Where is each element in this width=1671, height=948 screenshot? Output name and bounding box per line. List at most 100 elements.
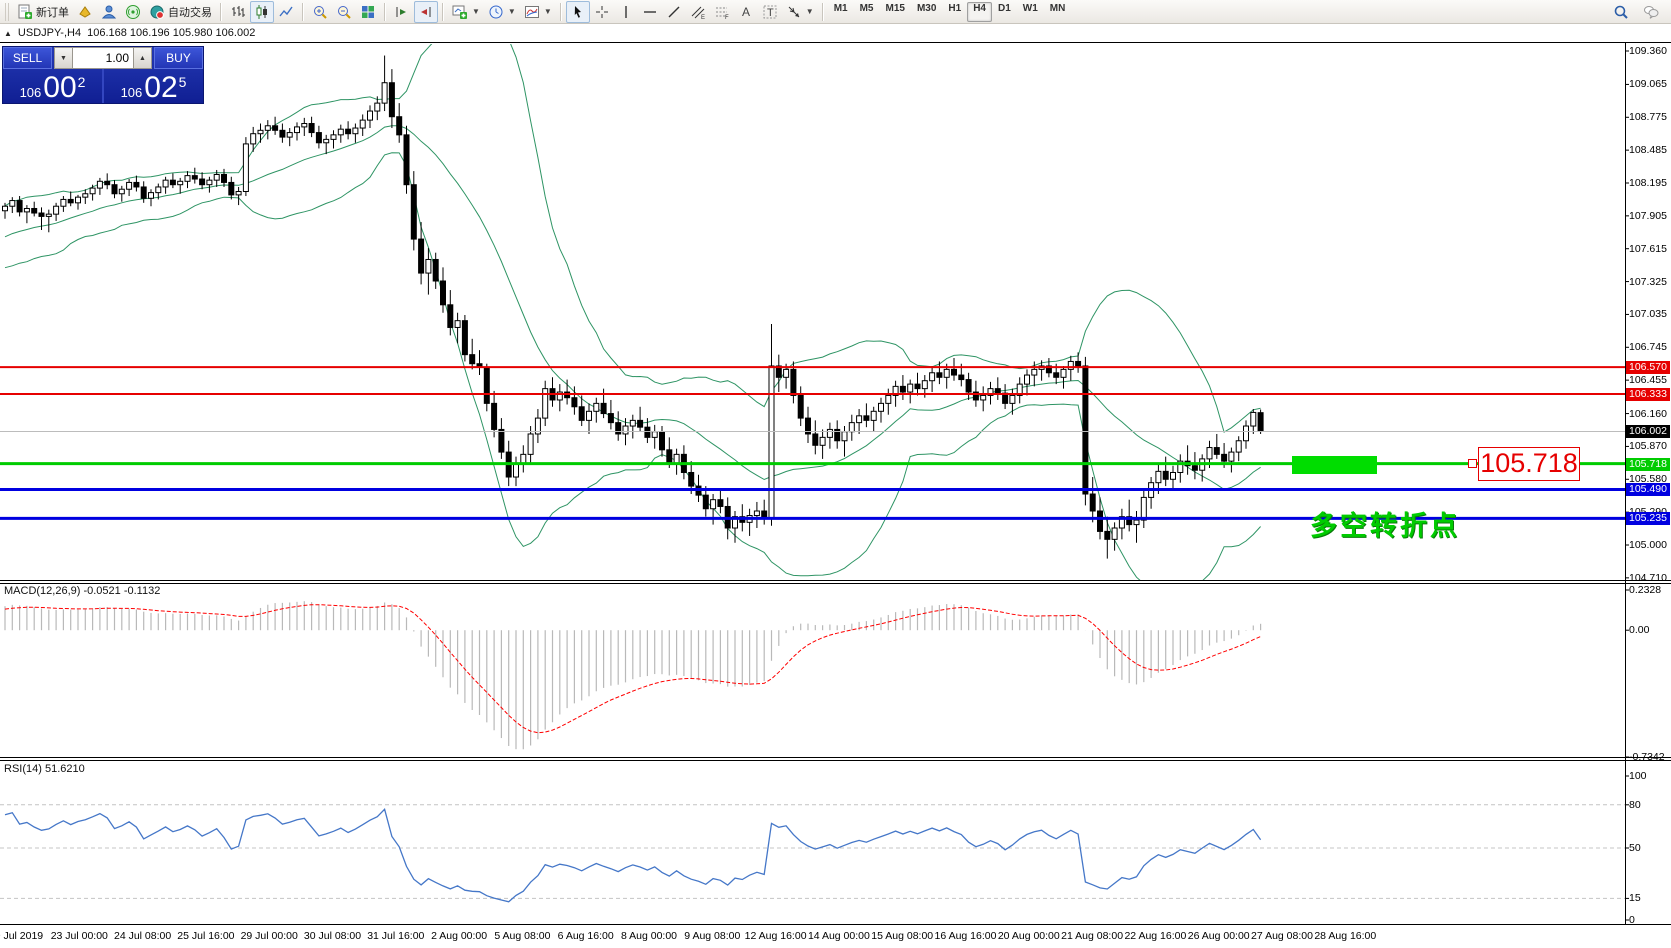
price-callout-105718[interactable]: 105.718 [1478, 447, 1580, 481]
price-axis-tick: 107.325 [1629, 275, 1667, 288]
buy-button[interactable]: BUY [154, 47, 203, 69]
volume-increase-button[interactable]: ▲ [133, 47, 152, 69]
collapse-icon[interactable]: ▲ [4, 28, 12, 38]
candle-body [534, 417, 541, 435]
price-axis-tick: -0.7342 [1629, 751, 1665, 763]
toolbar-grip[interactable] [5, 2, 10, 21]
candle-body [184, 175, 191, 182]
trendline-button[interactable] [662, 1, 686, 23]
line-chart-button[interactable] [274, 1, 298, 23]
periods-button[interactable]: ▼ [484, 1, 520, 23]
candle-body [659, 431, 665, 451]
vertical-line-button[interactable] [614, 1, 638, 23]
time-axis-label: 2 Aug 00:00 [431, 930, 488, 942]
fibonacci-button[interactable]: F [710, 1, 734, 23]
tile-windows-button[interactable] [356, 1, 380, 23]
chat-button[interactable] [1639, 1, 1663, 23]
community-icon [101, 4, 117, 20]
price-axis-tick: 106.455 [1629, 374, 1667, 387]
candle-body [294, 126, 300, 134]
crosshair-button[interactable] [590, 1, 614, 23]
candle-body [1177, 460, 1184, 473]
candle-body [191, 175, 198, 180]
time-axis-label: 26 Aug 00:00 [1187, 930, 1250, 942]
templates-button[interactable]: ▼ [520, 1, 556, 23]
candle-body [323, 138, 330, 144]
candle-body [513, 462, 519, 478]
timeframe-button-m5[interactable]: M5 [859, 2, 874, 14]
chevron-down-icon[interactable]: ▼ [805, 7, 814, 16]
timeframe-button-d1[interactable]: D1 [998, 2, 1011, 14]
chevron-down-icon[interactable]: ▼ [472, 7, 480, 16]
candlestick-chart-button[interactable] [250, 0, 274, 23]
zoom-in-button[interactable] [308, 1, 332, 23]
candle-body [315, 132, 322, 144]
candle-body [1053, 372, 1060, 378]
price-axis-tick: 0 [1629, 914, 1635, 926]
candle-body [812, 433, 819, 446]
auto-scroll-button[interactable] [390, 1, 414, 23]
candle-body [943, 368, 950, 378]
new-chart-button[interactable]: ▼ [448, 1, 484, 23]
candle-body [761, 510, 768, 519]
text-label-button[interactable]: T [758, 1, 782, 23]
candle-body [870, 410, 877, 421]
candle-body [126, 181, 133, 190]
chevron-down-icon[interactable]: ▼ [507, 7, 516, 16]
candle-body [863, 415, 870, 421]
horizontal-line-button[interactable] [638, 1, 662, 23]
sell-button[interactable]: SELL [3, 47, 52, 69]
pivot-annotation-text[interactable]: 多空转折点 [1310, 511, 1460, 541]
price-axis-badge: 106.570 [1626, 361, 1670, 375]
cursor-button[interactable] [565, 0, 590, 23]
timeframe-button-m30[interactable]: M30 [916, 2, 937, 14]
timeframe-button-h1[interactable]: H1 [948, 2, 962, 14]
fibonacci-icon: F [714, 4, 730, 20]
chart-shift-button[interactable] [414, 0, 438, 23]
candle-body [38, 212, 45, 217]
search-button[interactable] [1609, 1, 1633, 23]
callout-anchor-square[interactable] [1468, 459, 1477, 468]
bar-chart-button[interactable] [226, 1, 250, 23]
candle-body [951, 368, 957, 376]
volume-input[interactable]: 1.00 [73, 47, 133, 69]
new-order-button[interactable]: 新订单 [13, 1, 73, 23]
highlight-rectangle[interactable] [1292, 456, 1377, 474]
community-button[interactable] [97, 1, 121, 23]
candle-body [1170, 471, 1176, 480]
market-watch-button[interactable] [73, 1, 97, 23]
candle-body [1045, 365, 1052, 374]
zoom-out-button[interactable] [332, 1, 356, 23]
auto-scroll-icon [394, 4, 410, 20]
time-axis-label: 15 Aug 08:00 [871, 930, 934, 942]
candle-body [578, 406, 585, 421]
candle-body [104, 180, 111, 186]
buy-price[interactable]: 106 02 5 [104, 69, 203, 103]
timeframe-button-m15[interactable]: M15 [885, 2, 905, 14]
candle-body [1221, 453, 1228, 462]
timeframe-button-h4[interactable]: H4 [967, 1, 992, 22]
channel-button[interactable]: E [686, 1, 710, 23]
autotrade-button[interactable]: 自动交易 [145, 1, 216, 23]
timeframe-button-w1[interactable]: W1 [1022, 2, 1038, 14]
signals-button[interactable] [121, 1, 145, 23]
candle-body [60, 198, 67, 207]
candle-body [1126, 516, 1133, 526]
chevron-down-icon[interactable]: ▼ [543, 7, 552, 16]
timeframe-button-mn[interactable]: MN [1049, 2, 1066, 14]
candle-body [31, 207, 38, 214]
volume-decrease-button[interactable]: ▼ [54, 47, 73, 69]
time-axis[interactable]: 19 Jul 2019 23 Jul 00:00 24 Jul 08:00 25 Ju… [0, 925, 1671, 948]
price-divider [102, 69, 104, 103]
macd-indicator-label: MACD(12,26,9) -0.0521 -0.1132 [4, 585, 161, 597]
candle-body [899, 385, 906, 393]
signals-icon [125, 4, 141, 20]
arrows-button[interactable]: ▼ [782, 1, 818, 23]
text-button[interactable]: A [734, 1, 758, 23]
timeframe-button-m1[interactable]: M1 [833, 2, 848, 14]
sell-price[interactable]: 106 00 2 [3, 69, 102, 103]
main-toolbar: 新订单 自动交易 ▼ ▼ ▼ E F A T ▼ M1 M5 M15 M30 H1 H4 D1 W1 MN [0, 0, 1671, 24]
candle-body [783, 368, 790, 378]
candle-body [242, 143, 249, 192]
